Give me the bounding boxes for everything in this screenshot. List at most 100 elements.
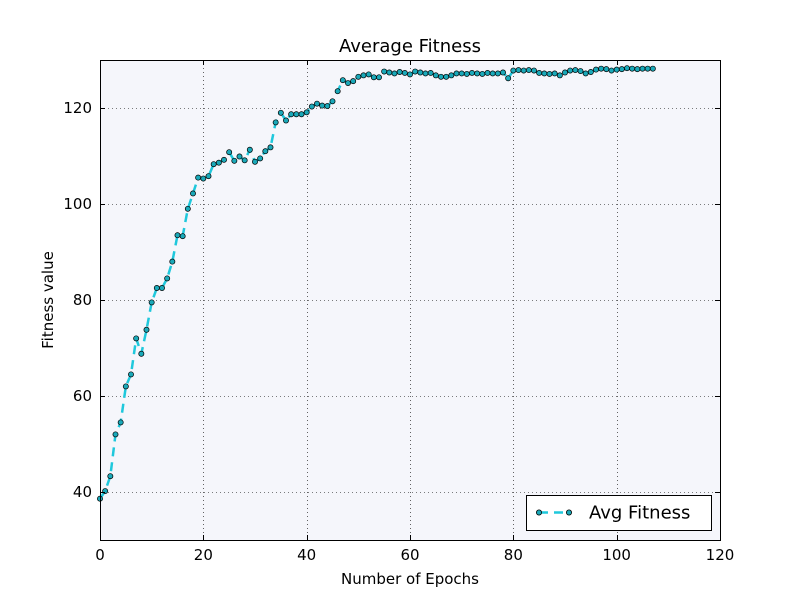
data-point (396, 69, 403, 75)
data-point (618, 66, 625, 73)
data-point (500, 69, 506, 76)
data-point (494, 70, 501, 77)
x-tick-label: 80 (504, 546, 523, 564)
data-point (236, 153, 243, 160)
data-point (562, 69, 568, 76)
y-tick-label: 40 (73, 483, 92, 501)
legend-marker (566, 509, 573, 516)
data-point (443, 73, 450, 80)
data-point (458, 70, 465, 77)
data-point (226, 149, 233, 156)
y-tick-label: 120 (63, 99, 92, 117)
data-point (314, 100, 320, 107)
data-point (541, 70, 548, 77)
data-point (164, 275, 171, 282)
data-point (241, 157, 248, 164)
data-point (407, 71, 413, 78)
data-point (122, 383, 129, 390)
series-layer (97, 65, 656, 502)
data-point (474, 70, 481, 77)
data-point (603, 66, 610, 73)
data-point (334, 88, 341, 95)
data-point (510, 67, 517, 74)
data-point (190, 190, 196, 197)
data-point (463, 70, 470, 77)
data-point (143, 326, 150, 333)
data-point (195, 174, 202, 181)
x-tick-label: 20 (194, 546, 213, 564)
data-point (427, 70, 434, 76)
data-point (417, 69, 424, 76)
ticks: 0 20 40 60 80 100 120 40 60 80 100 120 (63, 60, 734, 564)
data-point (412, 68, 419, 75)
data-point (179, 233, 186, 240)
legend-marker (536, 509, 543, 516)
data-point (293, 111, 300, 118)
data-point (531, 67, 537, 74)
plot-area (100, 60, 720, 540)
data-point (484, 70, 491, 76)
data-point (639, 65, 646, 72)
data-point (515, 67, 522, 74)
chart-title: Average Fitness (339, 36, 481, 57)
data-point (587, 69, 594, 75)
data-point (107, 473, 114, 480)
data-point (288, 111, 295, 118)
x-tick-label: 60 (400, 546, 419, 564)
data-point (391, 70, 398, 77)
data-point (112, 431, 119, 438)
data-point (644, 65, 651, 72)
data-point (376, 74, 382, 81)
y-tick-label: 80 (73, 291, 92, 309)
data-point (649, 65, 656, 72)
data-point (272, 119, 279, 126)
legend-label: Avg Fitness (589, 503, 690, 524)
data-point (174, 232, 181, 239)
data-point (536, 70, 543, 76)
data-point (339, 77, 346, 84)
data-point (593, 66, 599, 73)
legend: Avg Fitness (526, 495, 712, 531)
data-point (598, 65, 605, 72)
data-point (567, 67, 574, 74)
data-point (169, 258, 176, 265)
data-point (345, 80, 351, 86)
data-point (283, 117, 289, 124)
x-tick-label: 40 (297, 546, 316, 564)
data-point (370, 74, 377, 81)
data-point (360, 72, 367, 79)
data-point (608, 67, 615, 74)
x-tick-label: 120 (706, 546, 735, 564)
data-point (525, 67, 532, 74)
data-point (577, 68, 584, 74)
data-point (128, 371, 134, 378)
data-point (582, 70, 589, 77)
data-point (556, 72, 563, 79)
data-point (432, 72, 439, 79)
data-point (221, 156, 227, 163)
data-point (505, 75, 512, 82)
data-point (479, 70, 486, 77)
data-point (381, 68, 388, 75)
data-point (365, 71, 372, 78)
data-point (210, 161, 217, 168)
data-point (159, 285, 165, 291)
x-tick-label: 0 (95, 546, 105, 564)
data-point (422, 70, 429, 77)
data-point (215, 159, 222, 166)
data-point (133, 335, 140, 342)
data-point (117, 419, 124, 426)
data-point (469, 70, 475, 76)
y-tick-label: 60 (73, 387, 92, 405)
x-tick-label: 100 (602, 546, 631, 564)
data-point (231, 157, 238, 164)
data-point (267, 144, 274, 151)
data-point (184, 205, 191, 212)
data-point (634, 66, 641, 73)
data-point (148, 299, 155, 306)
data-point (350, 78, 357, 85)
data-point (205, 173, 212, 180)
data-point (324, 103, 331, 110)
data-point (262, 148, 269, 155)
